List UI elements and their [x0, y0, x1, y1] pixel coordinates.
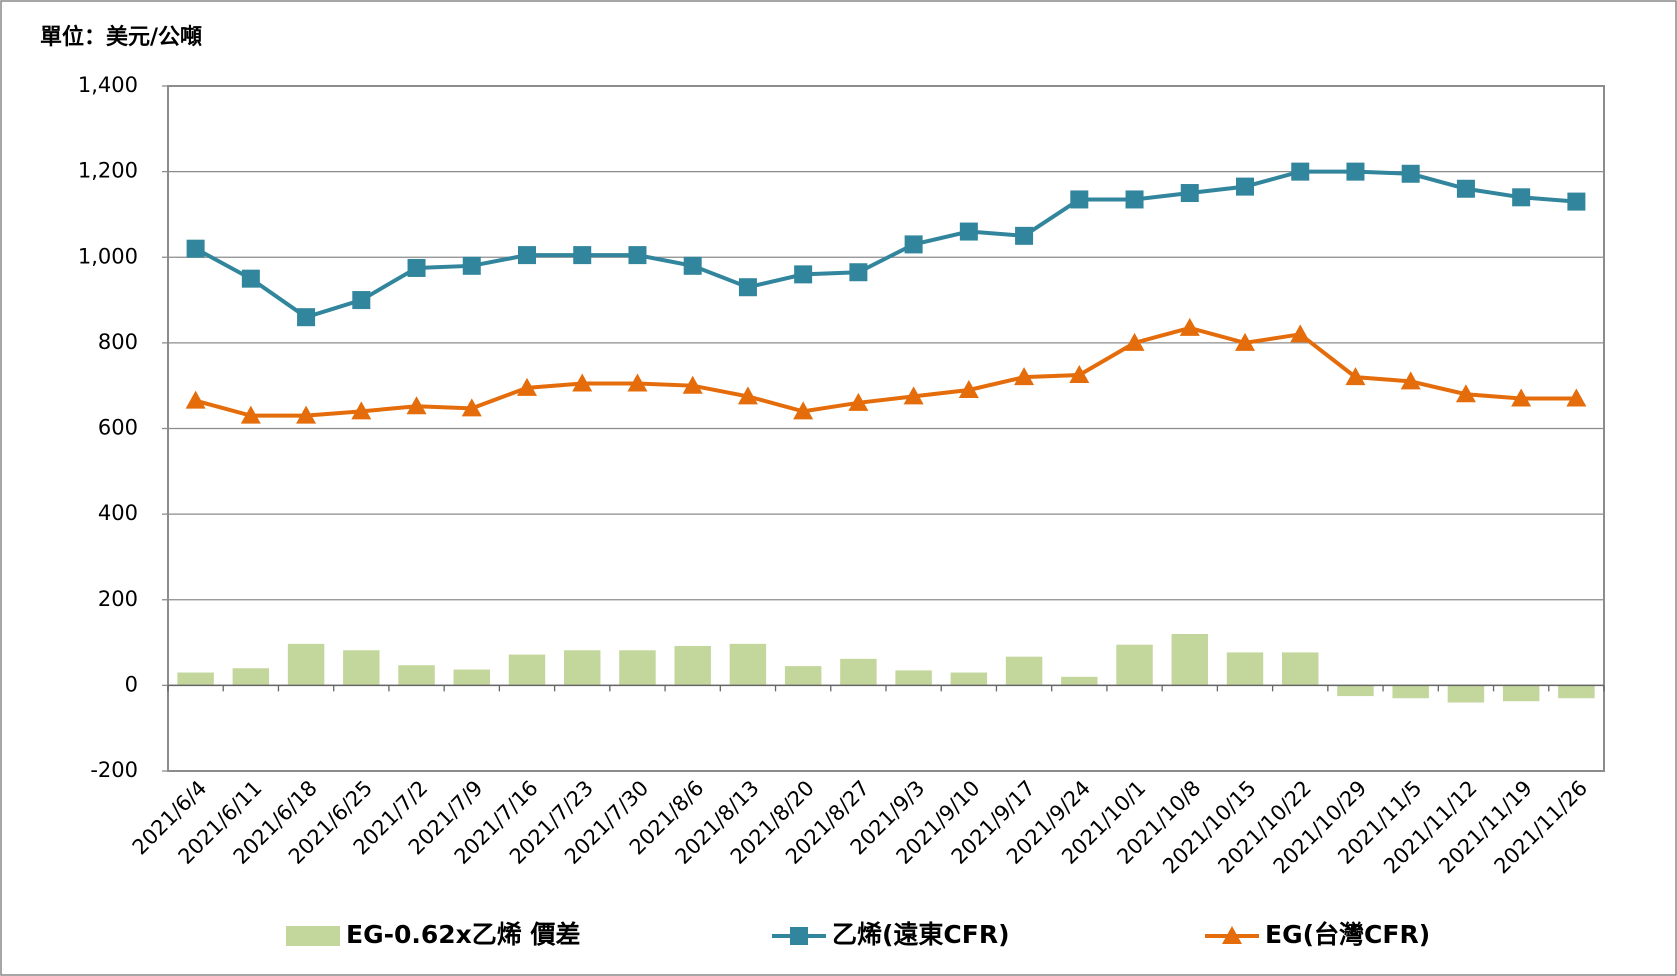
line-marker [351, 401, 372, 420]
line-marker [407, 258, 426, 277]
line-marker [738, 278, 757, 297]
line-marker [1291, 162, 1310, 181]
line-marker [1566, 388, 1587, 407]
line-marker [1179, 317, 1200, 336]
bar [508, 654, 546, 686]
y-tick-label: 800 [98, 330, 138, 354]
line-marker [1400, 371, 1421, 390]
bar [729, 643, 767, 686]
bar [1005, 656, 1043, 686]
bar [1226, 652, 1264, 686]
y-tick-label: -200 [90, 758, 138, 782]
bar [398, 665, 435, 686]
unit-label: 單位：美元/公噸 [40, 24, 202, 50]
line-marker [517, 377, 537, 396]
line-marker [297, 308, 316, 327]
y-tick-label: 400 [98, 501, 138, 525]
line-marker [1401, 164, 1420, 183]
line-marker [1180, 184, 1199, 203]
line-marker [241, 269, 260, 288]
line-marker [352, 291, 371, 310]
line-marker [462, 256, 481, 275]
legend-swatch [286, 926, 340, 946]
bar [840, 658, 877, 686]
line-marker [1456, 179, 1475, 198]
line-marker [573, 246, 592, 265]
bar [784, 666, 822, 686]
y-tick-label: 0 [125, 672, 138, 696]
bar [895, 670, 932, 686]
plot-border [167, 85, 1605, 772]
line-marker [185, 390, 206, 409]
line-marker [627, 373, 648, 392]
line-marker [1455, 384, 1476, 403]
legend-label: 乙烯(遠東CFR) [832, 920, 1010, 949]
legend-marker [790, 927, 808, 945]
line-marker [1015, 226, 1034, 245]
line-marker [461, 398, 482, 417]
line-marker [1070, 190, 1089, 209]
bar [1116, 644, 1153, 686]
line [194, 169, 1577, 320]
bar [232, 668, 270, 686]
line-marker [1290, 324, 1311, 343]
line-marker [682, 375, 703, 394]
line-marker [628, 246, 647, 265]
line-marker [406, 396, 427, 415]
line-marker [1345, 367, 1366, 386]
bar [1392, 685, 1429, 699]
line-marker [848, 392, 869, 411]
bar [619, 650, 656, 686]
bar [1447, 685, 1485, 703]
line-marker [518, 246, 536, 265]
line-marker [296, 405, 317, 424]
bar [177, 672, 214, 686]
bar [343, 650, 380, 686]
line-marker [958, 379, 979, 398]
bar [950, 672, 988, 686]
y-tick-label: 200 [98, 587, 138, 611]
line-marker [737, 386, 758, 405]
line-marker [793, 401, 814, 420]
line-marker [1511, 388, 1532, 407]
bar [1061, 676, 1098, 686]
line-marker [959, 222, 978, 241]
bar [1171, 634, 1208, 686]
y-tick-label: 1,000 [78, 244, 138, 268]
line-marker [240, 405, 261, 424]
line-marker [1125, 190, 1144, 209]
bar [564, 650, 601, 686]
line-marker [1014, 367, 1035, 386]
line-marker [1236, 177, 1254, 196]
line-marker [186, 239, 205, 258]
line-marker [572, 373, 593, 392]
bar [1558, 685, 1595, 699]
bar [674, 645, 711, 686]
bar [1337, 685, 1374, 697]
line-marker [1235, 332, 1255, 351]
line-marker [1346, 162, 1365, 181]
bar [1502, 685, 1540, 702]
legend-marker [1222, 926, 1242, 944]
line-marker [683, 256, 702, 275]
legend-label: EG-0.62x乙烯 價差 [346, 920, 581, 949]
line-marker [1512, 188, 1531, 207]
bar [1282, 652, 1319, 686]
line-marker [904, 235, 923, 254]
line-marker [1124, 332, 1145, 351]
line-marker [1567, 192, 1586, 211]
y-tick-label: 1,200 [78, 159, 138, 183]
line-marker [794, 265, 813, 284]
line-marker [903, 386, 924, 405]
bar [287, 643, 325, 686]
y-tick-label: 1,400 [78, 73, 138, 97]
line [195, 325, 1577, 418]
y-tick-label: 600 [98, 416, 138, 440]
line-marker [849, 263, 868, 282]
legend-label: EG(台灣CFR) [1265, 920, 1430, 949]
bar [453, 669, 490, 686]
line-marker [1069, 364, 1090, 383]
